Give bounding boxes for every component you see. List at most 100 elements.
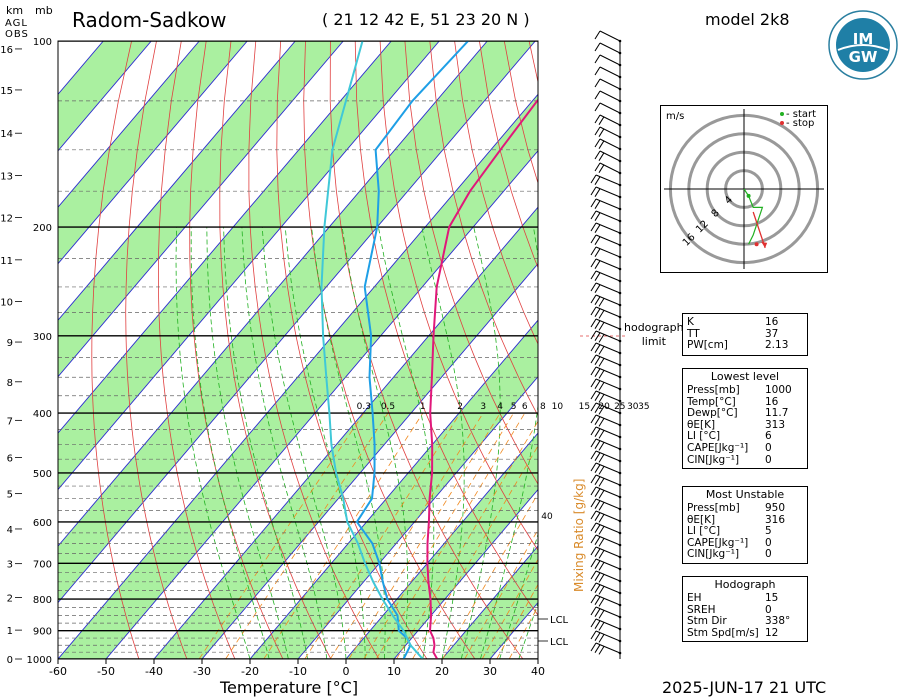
wind-barb-flag (590, 546, 597, 556)
wind-barb-flag (594, 332, 601, 341)
wind-barb-flag (598, 164, 605, 173)
isotherm-line (201, 263, 538, 659)
wind-barb-flag (590, 642, 597, 652)
hodograph-index-title: Hodograph (714, 578, 776, 591)
wind-barb (595, 450, 621, 462)
wind-barb-flag (590, 510, 597, 520)
mixing-ratio-line (304, 412, 461, 659)
wind-barb-flag (598, 514, 605, 523)
wind-barb-flag (594, 162, 601, 172)
temperature-tick-label: -40 (145, 665, 163, 678)
wind-barb (599, 42, 621, 54)
wind-barb-flag (594, 608, 601, 617)
wind-barb-flag (598, 310, 605, 319)
wind-barb-flag (598, 394, 605, 403)
wind-barb-flag (590, 474, 597, 484)
wind-barb-flag (594, 488, 601, 497)
wind-barb (595, 630, 621, 642)
dry-adiabat (852, 41, 910, 659)
wind-barb-flag (598, 622, 605, 631)
mixing-ratio-tick: 0.3 (357, 402, 371, 412)
wind-barb (595, 378, 621, 390)
index-row: SREH 0 (683, 603, 807, 617)
wind-barb-flag (594, 284, 601, 293)
wind-barb (595, 282, 621, 294)
wind-barb-flag (594, 42, 601, 52)
isotherm-line (153, 206, 538, 659)
index-key: CIN[Jkg⁻¹] (687, 453, 740, 466)
wind-barb-flag (598, 322, 605, 331)
wind-barb (595, 330, 621, 342)
wind-barb-flag (590, 426, 597, 436)
height-tick-label: 8 (7, 378, 13, 389)
wind-barb-flag (590, 630, 597, 640)
wind-barb-flag (590, 534, 597, 544)
wind-barb-flag (598, 502, 605, 511)
mixing-ratio-line (412, 445, 538, 659)
height-tick-label: 4 (7, 525, 13, 536)
index-key: LI [°C] (687, 430, 721, 443)
wind-barb (595, 474, 621, 486)
moist-adiabat (190, 227, 270, 659)
isotherm-line (441, 545, 538, 659)
height-tick-label: 13 (0, 171, 13, 182)
index-key: SREH (687, 603, 716, 616)
wind-barb-flag (590, 390, 597, 400)
wind-barb (595, 582, 621, 594)
wind-barb-flag (598, 370, 605, 379)
agl-label: AGL (5, 18, 28, 29)
wind-barb-flag (590, 594, 597, 604)
wind-barb-flag (590, 414, 597, 424)
index-row: PW[cm] 2.13 (683, 340, 807, 352)
sounding-series-1 (355, 41, 469, 659)
height-tick-label: 7 (7, 416, 13, 427)
station-title: Radom-Sadkow (72, 8, 227, 32)
mixing-ratio-tick: 10 (552, 402, 564, 412)
wind-barb (599, 150, 621, 162)
wind-barb-flag (594, 114, 601, 124)
wind-barb-flag (598, 586, 605, 595)
isotherm-line (58, 41, 296, 321)
wind-barb (595, 222, 621, 234)
wind-barb-flag (594, 632, 601, 641)
wind-barb-flag (590, 198, 597, 208)
wind-barb-flag (598, 128, 605, 137)
wind-barb-flag (590, 354, 597, 364)
index-row: Dewp[°C] 11.7 (683, 408, 807, 420)
wind-barb-flag (594, 272, 601, 281)
wind-barb-flag (590, 462, 597, 472)
wind-barb (595, 546, 621, 558)
mixing-ratio-tick: 2 (457, 402, 463, 412)
moist-adiabat (518, 601, 538, 659)
pressure-tick-label: 100 (33, 37, 52, 48)
mixing-ratio-line (329, 412, 484, 659)
wind-barb-flag (590, 570, 597, 580)
index-row: Stm Dir 338° (683, 616, 807, 628)
wind-barb-flag (594, 150, 601, 160)
wind-barb-flag (590, 522, 597, 532)
index-key: θE[K] (687, 513, 716, 526)
mixing-ratio-line (263, 412, 424, 659)
wind-barb-flag (590, 282, 597, 292)
wind-barb-flag (598, 418, 605, 427)
index-row: TT 37 (683, 328, 807, 341)
mixing-ratio-tick: 35 (638, 402, 649, 412)
wind-barb (595, 174, 621, 186)
index-value: 6 (765, 430, 772, 443)
wind-barb-flag (594, 176, 601, 185)
index-value: 2.13 (765, 339, 789, 352)
moist-adiabat (537, 657, 538, 659)
wind-barb (595, 510, 621, 522)
wind-barb-flag (598, 140, 605, 149)
wind-barb-flag (594, 126, 601, 136)
lcl-label: LCL (550, 637, 569, 648)
hodo-stop-marker (780, 121, 784, 125)
pressure-tick-label: 200 (33, 223, 52, 234)
wind-barb-flag (594, 344, 601, 353)
wind-barb-flag (598, 358, 605, 367)
wind-barb-flag (594, 212, 601, 221)
wind-barb-flag (598, 382, 605, 391)
wind-barb-flag (594, 584, 601, 593)
index-key: θE[K] (687, 418, 716, 431)
height-tick-label: 1 (7, 626, 13, 637)
